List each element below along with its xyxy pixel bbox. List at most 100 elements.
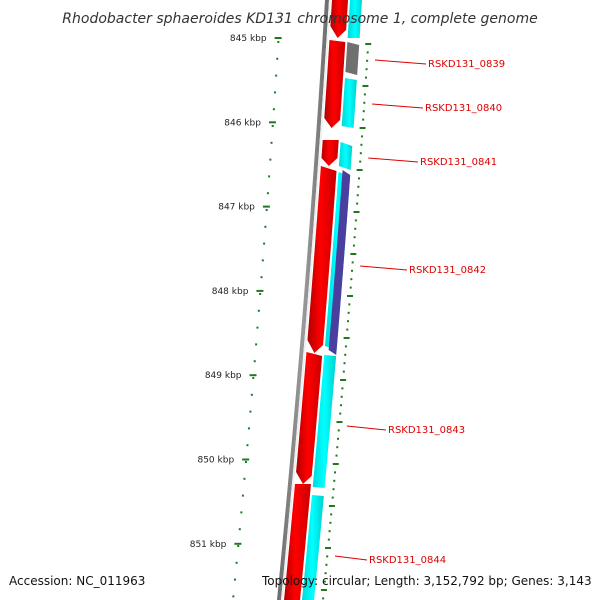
ruler-major-tick bbox=[268, 121, 276, 124]
outer-tick bbox=[322, 597, 325, 600]
outer-tick bbox=[343, 362, 346, 365]
outer-tick bbox=[354, 227, 357, 230]
ruler-major-tick bbox=[256, 289, 264, 292]
forward-cds-1 bbox=[330, 0, 348, 38]
ruler-minor-tick bbox=[261, 259, 264, 262]
ruler-minor-tick bbox=[277, 41, 280, 43]
ruler-minor-tick bbox=[266, 192, 269, 195]
ruler-major-tick bbox=[262, 205, 270, 208]
ruler-minor-tick bbox=[235, 561, 238, 564]
reverse-cds-3 bbox=[338, 142, 353, 170]
outer-tick bbox=[332, 488, 335, 491]
ruler-minor-tick bbox=[275, 74, 278, 77]
ruler-major-tick bbox=[242, 458, 250, 461]
ruler-major-tick bbox=[249, 374, 257, 377]
outer-tick bbox=[340, 379, 347, 381]
outer-tick bbox=[350, 253, 357, 255]
ruler-minor-tick bbox=[240, 511, 243, 514]
outer-tick bbox=[325, 547, 332, 549]
reverse-cds-1 bbox=[347, 0, 362, 38]
outer-tick bbox=[360, 143, 363, 146]
ruler-minor-tick bbox=[237, 545, 240, 547]
ruler-minor-tick bbox=[250, 393, 253, 396]
outer-tick bbox=[366, 51, 369, 54]
outer-tick bbox=[334, 471, 337, 474]
outer-tick bbox=[343, 337, 350, 339]
outer-tick bbox=[365, 76, 368, 79]
forward-cds-6 bbox=[283, 484, 311, 600]
gene-leader-line bbox=[334, 555, 368, 561]
gene-label-4: RSKD131_0842 bbox=[409, 265, 486, 276]
purple-feature bbox=[328, 170, 351, 355]
outer-tick bbox=[348, 303, 351, 306]
outer-tick bbox=[327, 538, 330, 541]
outer-tick bbox=[350, 278, 353, 281]
outer-tick bbox=[363, 101, 366, 104]
outer-tick bbox=[366, 59, 369, 62]
outer-tick bbox=[330, 513, 333, 516]
kbp-ruler: 845 kbp 846 kbp 847 kbp 848 kbp 849 kbp 850 k… bbox=[190, 34, 282, 598]
ruler-minor-tick bbox=[268, 175, 271, 178]
gene-leader-line bbox=[374, 59, 427, 65]
ruler-minor-tick bbox=[263, 242, 266, 245]
forward-cds-5 bbox=[296, 352, 323, 484]
ruler-minor-tick bbox=[247, 427, 250, 430]
outer-tick bbox=[365, 43, 372, 45]
outer-tick bbox=[329, 521, 332, 524]
outer-tick bbox=[349, 286, 352, 289]
outer-tick bbox=[354, 219, 357, 222]
outer-tick bbox=[353, 236, 356, 239]
ruler-major-tick bbox=[234, 542, 242, 545]
ruler-minor-tick bbox=[253, 360, 256, 363]
ruler-tick-label: 845 kbp bbox=[230, 34, 267, 44]
cds-features bbox=[283, 0, 362, 600]
ruler-major-tick bbox=[274, 37, 282, 39]
ruler-minor-tick bbox=[246, 444, 249, 447]
ruler-minor-tick bbox=[260, 276, 263, 279]
forward-cds-2 bbox=[324, 40, 346, 128]
outer-tick bbox=[351, 269, 354, 272]
gray-feature bbox=[345, 42, 360, 75]
outer-tick bbox=[332, 463, 339, 465]
backbone-outer-line bbox=[277, 0, 329, 600]
outer-tick bbox=[331, 496, 334, 499]
reverse-cds-6 bbox=[301, 495, 324, 600]
outer-tick bbox=[362, 118, 365, 121]
outer-tick bbox=[359, 160, 362, 163]
ruler-tick-label: 849 kbp bbox=[205, 371, 242, 381]
accession-text: Accession: NC_011963 bbox=[9, 574, 146, 588]
outer-tick bbox=[342, 370, 345, 373]
ruler-minor-tick bbox=[259, 293, 262, 295]
outer-tick bbox=[335, 454, 338, 457]
ruler-minor-tick bbox=[232, 595, 235, 598]
outer-tick bbox=[328, 530, 331, 533]
forward-cds-3 bbox=[321, 140, 339, 166]
outer-tick bbox=[353, 211, 360, 213]
outer-tick bbox=[325, 563, 328, 566]
outer-tick bbox=[339, 412, 342, 415]
outer-tick bbox=[365, 68, 368, 71]
outer-tick bbox=[356, 194, 359, 197]
gene-leader-line bbox=[346, 425, 387, 431]
ruler-minor-tick bbox=[270, 141, 273, 144]
gene-leader-line bbox=[360, 265, 408, 271]
outer-tick bbox=[341, 387, 344, 390]
outer-tick bbox=[356, 169, 363, 171]
outer-tick bbox=[356, 202, 359, 205]
ruler-tick-label: 850 kbp bbox=[197, 456, 234, 466]
ruler-minor-tick bbox=[257, 309, 260, 312]
outer-tick bbox=[346, 320, 349, 323]
outer-tick bbox=[351, 261, 354, 264]
ruler-tick-label: 846 kbp bbox=[224, 118, 261, 128]
outer-tick bbox=[340, 395, 343, 398]
outer-tick bbox=[344, 345, 347, 348]
outer-tick bbox=[336, 421, 343, 423]
outer-tick bbox=[336, 446, 339, 449]
outer-tick bbox=[337, 429, 340, 432]
outer-tick-strip bbox=[320, 43, 372, 600]
gene-labels: RSKD131_0839 RSKD131_0840 RSKD131_0841 RSKD… bbox=[334, 59, 505, 566]
outer-tick bbox=[359, 127, 366, 129]
ruler-minor-tick bbox=[276, 57, 279, 60]
